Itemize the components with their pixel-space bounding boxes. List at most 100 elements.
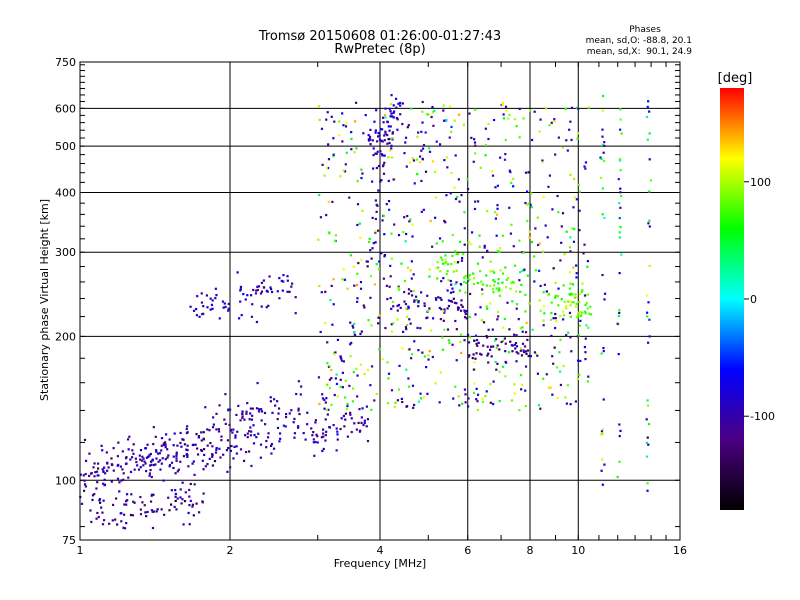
data-point (410, 277, 413, 280)
data-point (210, 303, 214, 306)
data-point (219, 456, 222, 459)
data-point (602, 159, 606, 163)
data-point (174, 488, 177, 492)
data-point (406, 126, 409, 129)
data-point (424, 170, 428, 173)
data-point (404, 240, 407, 243)
data-point (269, 286, 272, 289)
data-point (458, 240, 462, 243)
data-point (382, 121, 385, 124)
data-point (490, 345, 493, 348)
data-point (359, 363, 362, 366)
data-point (348, 196, 351, 199)
data-point (214, 287, 217, 290)
data-point (381, 165, 385, 168)
data-point (473, 138, 476, 141)
data-point (96, 511, 99, 515)
data-point (542, 319, 545, 322)
data-point (474, 313, 477, 316)
data-point (426, 294, 429, 297)
data-point (211, 464, 215, 467)
data-point (397, 286, 400, 289)
data-point (524, 171, 528, 174)
data-point (579, 359, 582, 363)
data-point (439, 371, 442, 374)
data-point (407, 306, 410, 309)
data-point (149, 452, 152, 456)
data-point (131, 514, 135, 517)
data-point (377, 131, 380, 135)
data-point (211, 455, 214, 458)
data-point (256, 285, 259, 288)
data-point (561, 212, 565, 215)
data-point (603, 144, 606, 148)
data-point (460, 299, 463, 302)
data-point (332, 423, 335, 427)
data-point (277, 412, 280, 415)
data-point (539, 118, 542, 121)
data-point (645, 418, 648, 421)
data-point (345, 407, 348, 411)
data-point (390, 389, 394, 392)
data-point (512, 245, 515, 248)
data-point (259, 456, 262, 459)
data-point (186, 449, 189, 452)
data-point (511, 344, 514, 347)
data-point (318, 118, 321, 122)
data-point (174, 472, 177, 475)
data-point (483, 244, 486, 247)
data-point (239, 300, 242, 303)
data-point (383, 161, 386, 164)
data-point (164, 445, 167, 449)
data-point (146, 455, 150, 459)
data-point (451, 343, 454, 346)
data-point (577, 183, 580, 186)
data-point (386, 120, 389, 124)
data-point (495, 368, 498, 371)
data-point (124, 457, 128, 460)
data-point (271, 411, 274, 414)
colorbar-tick-label: 0 (750, 293, 757, 306)
data-point (392, 104, 395, 107)
data-point (526, 274, 529, 277)
data-point (407, 377, 410, 380)
data-point (319, 330, 322, 334)
data-point (179, 496, 182, 499)
data-point (239, 289, 242, 292)
data-point (255, 407, 259, 410)
data-point (584, 351, 587, 354)
data-point (117, 441, 120, 444)
data-point (377, 164, 381, 168)
data-point (209, 297, 212, 300)
data-point (410, 353, 414, 356)
data-point (293, 436, 296, 439)
data-point (437, 296, 440, 299)
data-point (227, 446, 230, 450)
data-point (315, 433, 318, 436)
data-point (413, 300, 416, 303)
data-point (146, 443, 149, 446)
data-point (123, 527, 127, 530)
data-point (567, 300, 570, 303)
data-point (565, 139, 568, 142)
data-point (416, 135, 419, 138)
data-point (321, 449, 324, 453)
data-point (386, 402, 390, 405)
data-point (125, 503, 128, 506)
data-point (475, 398, 478, 401)
data-point (451, 287, 454, 290)
data-point (374, 241, 377, 244)
data-point (374, 152, 377, 155)
data-point (383, 233, 386, 236)
data-point (408, 220, 411, 223)
data-point (453, 261, 456, 264)
data-point (324, 418, 327, 421)
data-point (451, 254, 454, 257)
data-point (155, 457, 158, 460)
data-point (586, 307, 589, 310)
data-point (428, 150, 432, 153)
data-point (389, 125, 392, 128)
data-point (602, 350, 605, 353)
data-point (335, 373, 338, 376)
data-point (619, 169, 622, 172)
